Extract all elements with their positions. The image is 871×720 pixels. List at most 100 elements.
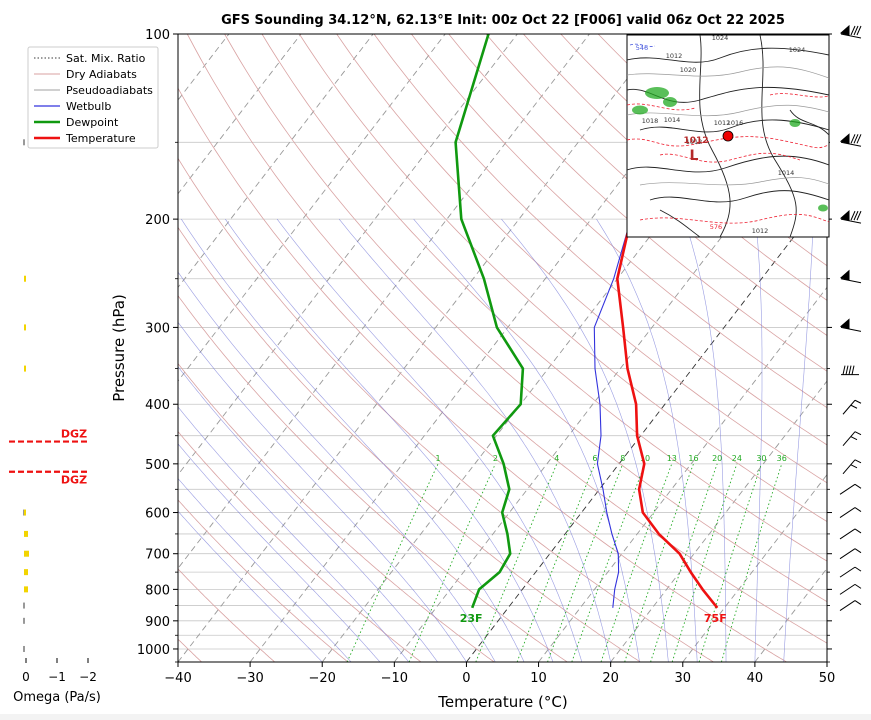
omega-tick-label: −1 bbox=[48, 670, 66, 684]
barb-staff bbox=[840, 278, 862, 284]
omega-tick-label: 0 bbox=[22, 670, 30, 684]
omega-bar bbox=[24, 530, 28, 537]
omega-axis-label: Omega (Pa/s) bbox=[13, 690, 101, 705]
inset-map-content: 1012 1012 1014 1014 1016 1024 1024 1018 1012 1020… bbox=[627, 35, 829, 237]
map-contour bbox=[759, 35, 797, 237]
y-axis-label: Pressure (hPa) bbox=[110, 294, 128, 402]
map-precip-area bbox=[818, 204, 828, 212]
barb-pennant bbox=[839, 133, 850, 144]
barb-flag bbox=[850, 436, 858, 441]
mixing-ratio-label: 30 bbox=[756, 454, 766, 463]
pseudoadiabat bbox=[181, 218, 525, 662]
mixing-ratio-label: 10 bbox=[640, 454, 650, 463]
omega-panel: Omega (Pa/s) 0 −1 −2 DGZ DGZ bbox=[9, 139, 101, 705]
wind-barbs bbox=[839, 24, 862, 611]
map-isobar-label: 1024 bbox=[789, 46, 806, 54]
legend-label: Dewpoint bbox=[66, 116, 119, 129]
barb-flag bbox=[854, 600, 862, 605]
mixing-ratio-line bbox=[516, 463, 596, 662]
x-tick-label: 0 bbox=[462, 671, 470, 686]
isotherm-line bbox=[826, 661, 827, 662]
map-isobar-label: 1012 bbox=[714, 119, 731, 127]
map-contour bbox=[627, 47, 829, 63]
mixing-ratio-labels: 1 2 4 6 8 10 13 16 20 24 30 36 bbox=[436, 454, 787, 463]
dry-adiabat bbox=[178, 430, 422, 662]
dry-adiabat bbox=[178, 568, 275, 662]
y-tick-label: 600 bbox=[145, 507, 170, 522]
isotherm-line bbox=[682, 473, 827, 662]
barb-staff bbox=[840, 326, 862, 332]
map-contour bbox=[789, 109, 829, 136]
map-thickness-line bbox=[639, 214, 829, 224]
pseudoadiabat bbox=[178, 366, 438, 662]
dry-adiabat bbox=[178, 157, 714, 662]
barb-flag bbox=[854, 507, 862, 512]
map-isobar-label: 1012 bbox=[752, 227, 769, 235]
x-tick-label: −10 bbox=[381, 671, 408, 686]
map-low-pressure-symbol: L bbox=[690, 148, 699, 164]
wind-barb bbox=[839, 528, 862, 540]
wind-barb bbox=[839, 318, 862, 332]
wind-barb bbox=[842, 399, 862, 415]
barb-staff bbox=[839, 548, 856, 560]
omega-bar bbox=[24, 569, 28, 576]
legend-label: Pseudoadiabats bbox=[66, 84, 153, 97]
y-tick-label: 1000 bbox=[137, 643, 170, 658]
barb-staff bbox=[839, 483, 856, 495]
dry-adiabat bbox=[178, 499, 349, 662]
y-tick-label: 300 bbox=[145, 321, 170, 336]
map-coastline bbox=[627, 104, 829, 117]
temperature-profile bbox=[615, 34, 719, 609]
barb-flag bbox=[845, 365, 849, 375]
y-tick-label: 700 bbox=[145, 548, 170, 563]
wind-barb bbox=[839, 24, 862, 39]
isotherm-line bbox=[178, 34, 446, 382]
dry-adiabat bbox=[178, 362, 495, 662]
map-precip-area bbox=[632, 105, 648, 115]
pseudoadiabat bbox=[338, 218, 611, 662]
barb-flag bbox=[850, 404, 858, 409]
x-tick-label: 50 bbox=[819, 671, 836, 686]
legend-label: Temperature bbox=[65, 132, 136, 145]
pseudoadiabat bbox=[683, 219, 727, 662]
barb-pennant bbox=[839, 318, 850, 330]
map-coastline bbox=[639, 177, 829, 186]
y-tick-label: 800 bbox=[145, 583, 170, 598]
map-contour bbox=[649, 190, 829, 203]
omega-bar bbox=[24, 365, 26, 372]
map-isobar-label: 546 bbox=[636, 44, 648, 52]
omega-bar bbox=[24, 509, 26, 516]
mixing-ratio-label: 8 bbox=[620, 454, 625, 463]
pseudoadiabat bbox=[225, 218, 554, 662]
wind-barb bbox=[839, 566, 862, 578]
map-isobar-label: 576 bbox=[710, 223, 722, 231]
x-tick-label: −30 bbox=[236, 671, 263, 686]
map-low-pressure-value: 1012 bbox=[683, 136, 708, 146]
map-thickness-line bbox=[769, 93, 829, 98]
barb-flag bbox=[850, 25, 856, 36]
barb-staff bbox=[842, 431, 856, 447]
dewpoint-profile bbox=[454, 34, 525, 609]
isotherm-line bbox=[466, 193, 827, 662]
pseudoadiabat bbox=[178, 271, 496, 662]
mixing-ratio-line bbox=[720, 463, 783, 662]
pseudoadiabat bbox=[413, 218, 640, 662]
y-tick-label: 200 bbox=[145, 213, 170, 228]
barb-pennant bbox=[839, 269, 850, 281]
map-isobar-label: 1014 bbox=[778, 169, 795, 177]
pseudoadiabat bbox=[178, 443, 381, 662]
pseudoadiabat bbox=[178, 510, 323, 662]
y-tick-label: 900 bbox=[145, 615, 170, 630]
isotherm-line bbox=[538, 286, 827, 662]
wind-barb bbox=[839, 583, 862, 595]
isotherm-line bbox=[178, 34, 518, 476]
dry-adiabat bbox=[224, 34, 827, 603]
barb-staff bbox=[840, 33, 862, 39]
map-coastline bbox=[627, 66, 829, 79]
x-tick-label: 20 bbox=[602, 671, 619, 686]
barb-flag bbox=[854, 399, 862, 404]
map-isobar-label: 1016 bbox=[727, 119, 744, 127]
isotherm-line bbox=[178, 34, 374, 289]
legend: Sat. Mix. Ratio Dry Adiabats Pseudoadiabat… bbox=[27, 46, 159, 149]
